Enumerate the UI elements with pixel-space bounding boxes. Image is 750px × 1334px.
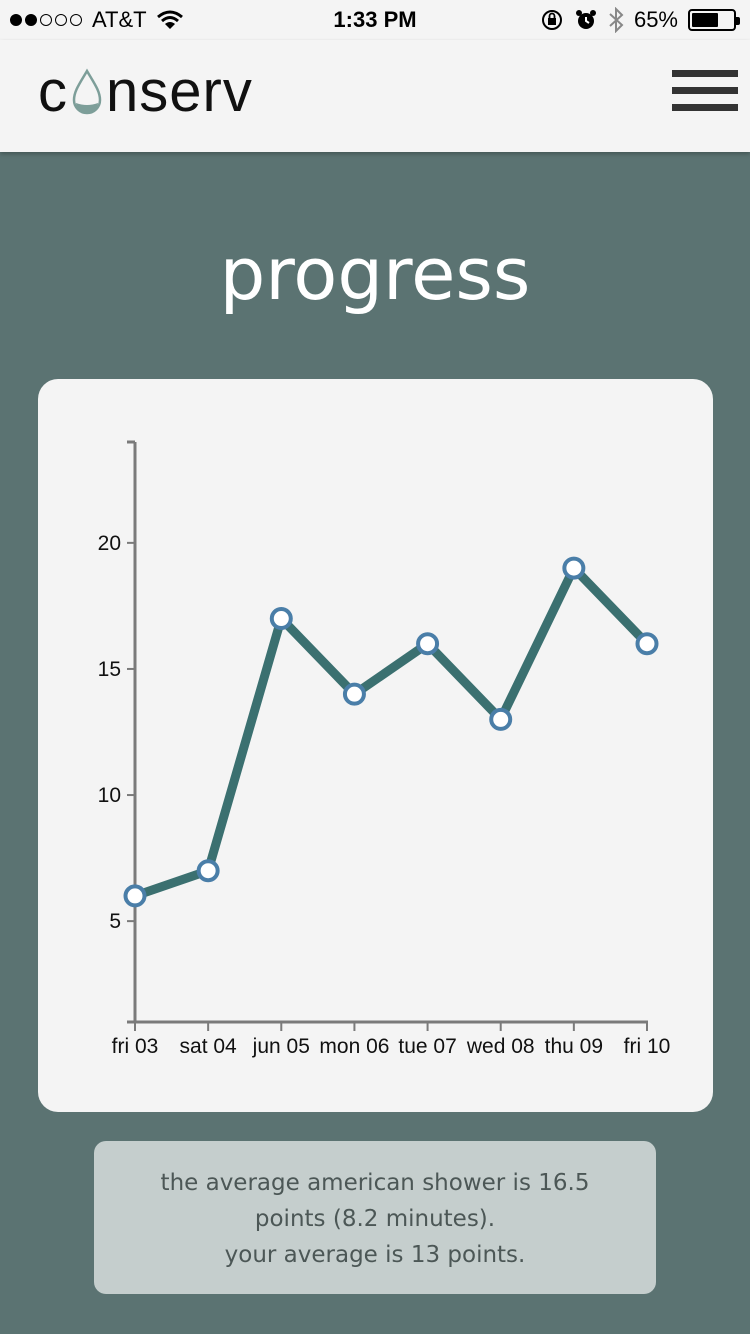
data-point (489, 707, 513, 731)
signal-strength-icon (10, 14, 82, 26)
series-line (130, 563, 652, 901)
wifi-icon (156, 10, 183, 29)
x-tick-label: jun 05 (252, 1035, 310, 1058)
data-point (196, 859, 220, 883)
y-tick-label: 20 (98, 532, 121, 555)
x-tick-label: sat 04 (180, 1035, 238, 1058)
rotation-lock-icon (541, 10, 562, 30)
progress-chart-card: 5 10 15 20 fri 03 sat 04 jun 05 mon 06 tue 07 wed… (38, 379, 713, 1112)
x-tick-label: mon 06 (319, 1035, 389, 1058)
hamburger-menu-icon[interactable] (672, 70, 738, 118)
y-tick-label: 5 (109, 910, 121, 933)
battery-icon (688, 9, 740, 31)
battery-percent: 65% (633, 7, 678, 32)
water-drop-icon (72, 68, 102, 114)
logo-prefix: c (38, 59, 68, 124)
x-tick-label: fri 10 (624, 1035, 671, 1058)
x-tick-label: fri 03 (112, 1035, 159, 1058)
status-left: AT&T (10, 7, 183, 33)
battery-fill (692, 13, 718, 27)
data-point (416, 632, 440, 656)
status-bar: AT&T 1:33 PM 65% (0, 0, 750, 40)
progress-line-chart: 5 10 15 20 fri 03 sat 04 jun 05 mon 06 tue 07 wed… (98, 440, 671, 1058)
data-point (635, 632, 659, 656)
carrier-label: AT&T (92, 7, 147, 32)
data-point (269, 607, 293, 631)
x-tick-label: wed 08 (466, 1035, 535, 1058)
data-point (562, 556, 586, 580)
info-line-2: points (8.2 minutes). (254, 1206, 496, 1232)
page-title: progress (219, 232, 531, 316)
conserv-logo[interactable]: c nserv (38, 58, 253, 125)
clock: 1:33 PM (333, 7, 417, 32)
info-line-1: the average american shower is 16.5 (160, 1170, 590, 1196)
data-point (123, 884, 147, 908)
status-right: 65% (540, 7, 740, 33)
header-bar: c nserv (0, 40, 750, 152)
x-tick-label: tue 07 (398, 1035, 456, 1058)
data-point (342, 682, 366, 706)
y-tick-label: 10 (98, 784, 121, 807)
x-tick-label: thu 09 (545, 1035, 603, 1058)
logo-suffix: nserv (106, 59, 253, 124)
y-tick-label: 15 (98, 658, 121, 681)
bluetooth-icon (609, 7, 624, 33)
average-info-box: the average american shower is 16.5 poin… (94, 1141, 656, 1294)
alarm-icon (575, 10, 596, 29)
info-line-3: your average is 13 points. (224, 1242, 526, 1268)
